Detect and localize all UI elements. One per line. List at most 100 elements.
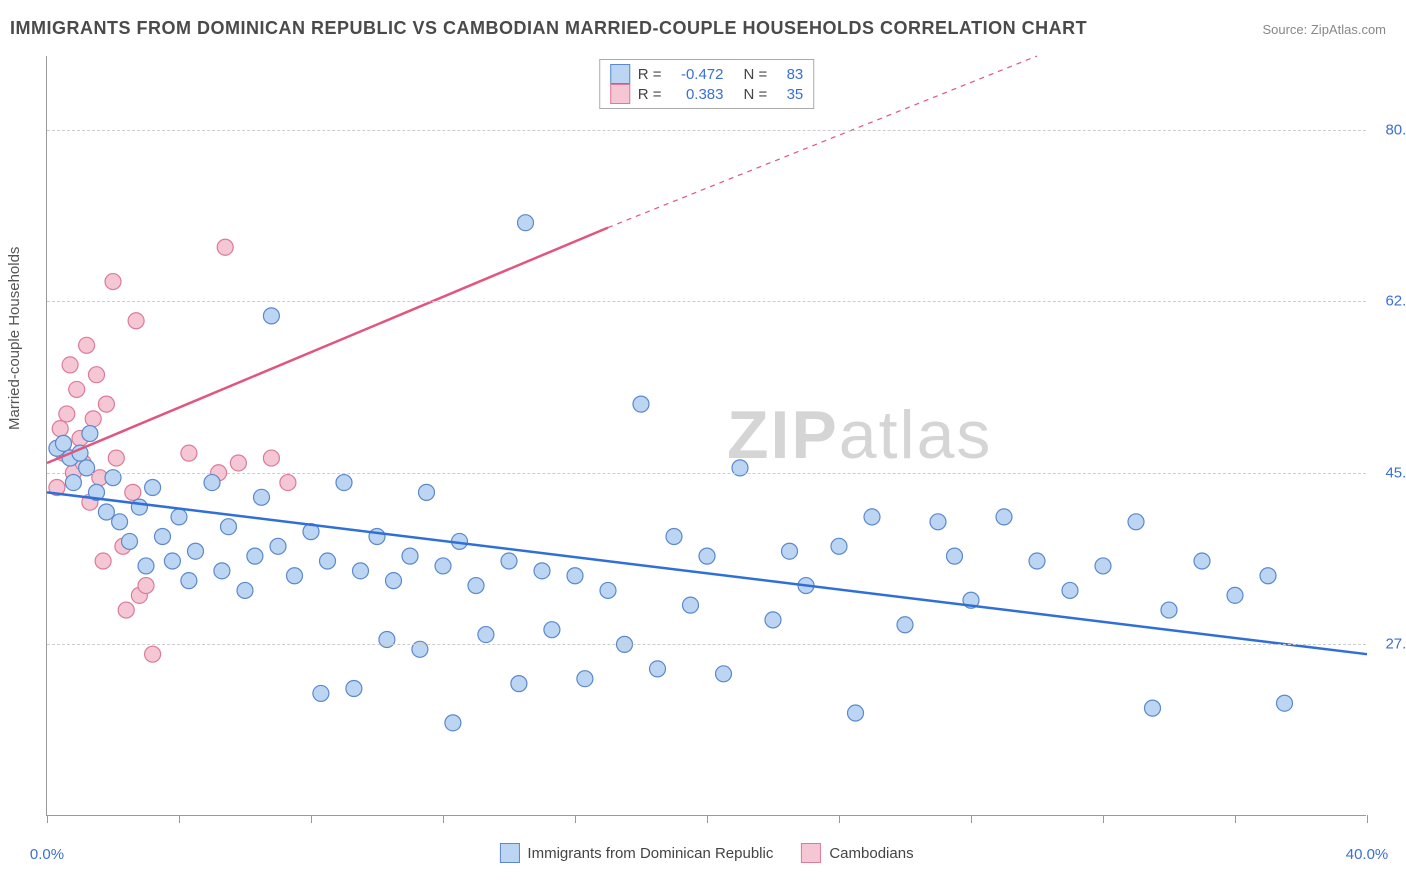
scatter-point — [336, 475, 352, 491]
scatter-point — [511, 676, 527, 692]
scatter-point — [683, 597, 699, 613]
scatter-point — [1260, 568, 1276, 584]
scatter-point — [171, 509, 187, 525]
legend-series: Immigrants from Dominican Republic Cambod… — [499, 843, 913, 863]
scatter-point — [831, 538, 847, 554]
trend-line-b — [47, 228, 608, 463]
x-tick — [47, 815, 48, 823]
x-tick — [707, 815, 708, 823]
legend-swatch — [610, 64, 630, 84]
chart-title: IMMIGRANTS FROM DOMINICAN REPUBLIC VS CA… — [10, 18, 1087, 39]
scatter-point — [313, 685, 329, 701]
scatter-point — [1062, 582, 1078, 598]
trend-line-a — [47, 492, 1367, 654]
scatter-point — [445, 715, 461, 731]
scatter-point — [118, 602, 134, 618]
scatter-point — [138, 578, 154, 594]
scatter-point — [145, 646, 161, 662]
scatter-point — [782, 543, 798, 559]
y-tick-label: 27.5% — [1385, 636, 1406, 653]
scatter-point — [600, 582, 616, 598]
x-tick — [839, 815, 840, 823]
x-tick — [575, 815, 576, 823]
scatter-point — [138, 558, 154, 574]
x-tick — [179, 815, 180, 823]
scatter-point — [1128, 514, 1144, 530]
scatter-point — [353, 563, 369, 579]
x-tick — [971, 815, 972, 823]
scatter-point — [386, 573, 402, 589]
legend-N-value: 35 — [775, 86, 803, 103]
scatter-point — [1227, 587, 1243, 603]
scatter-point — [848, 705, 864, 721]
source-label: Source: ZipAtlas.com — [1262, 22, 1386, 37]
scatter-point — [518, 215, 534, 231]
scatter-point — [1095, 558, 1111, 574]
scatter-point — [930, 514, 946, 530]
scatter-point — [864, 509, 880, 525]
gridline-h — [47, 301, 1366, 302]
plot-svg — [47, 56, 1366, 815]
scatter-point — [95, 553, 111, 569]
plot-area: ZIPatlas R =-0.472N =83R =0.383N =35 Imm… — [46, 56, 1366, 816]
scatter-point — [230, 455, 246, 471]
scatter-point — [280, 475, 296, 491]
legend-series-label: Immigrants from Dominican Republic — [527, 845, 773, 862]
scatter-point — [1277, 695, 1293, 711]
scatter-point — [716, 666, 732, 682]
y-tick-label: 80.0% — [1385, 121, 1406, 138]
scatter-point — [69, 381, 85, 397]
y-tick-label: 62.5% — [1385, 293, 1406, 310]
scatter-point — [145, 479, 161, 495]
scatter-point — [1194, 553, 1210, 569]
scatter-point — [131, 499, 147, 515]
legend-swatch — [801, 843, 821, 863]
scatter-point — [577, 671, 593, 687]
legend-N-label: N = — [744, 66, 768, 83]
scatter-point — [468, 578, 484, 594]
x-tick — [1235, 815, 1236, 823]
scatter-point — [181, 573, 197, 589]
scatter-point — [699, 548, 715, 564]
scatter-point — [188, 543, 204, 559]
scatter-point — [544, 622, 560, 638]
scatter-point — [650, 661, 666, 677]
scatter-point — [1145, 700, 1161, 716]
scatter-point — [56, 435, 72, 451]
legend-stats: R =-0.472N =83R =0.383N =35 — [599, 59, 815, 109]
y-tick-label: 45.0% — [1385, 464, 1406, 481]
legend-R-value: -0.472 — [670, 66, 724, 83]
legend-swatch — [610, 84, 630, 104]
scatter-point — [98, 504, 114, 520]
legend-stats-row: R =-0.472N =83 — [610, 64, 804, 84]
scatter-point — [435, 558, 451, 574]
scatter-point — [765, 612, 781, 628]
x-tick — [311, 815, 312, 823]
scatter-point — [254, 489, 270, 505]
scatter-point — [79, 337, 95, 353]
scatter-point — [164, 553, 180, 569]
legend-series-item: Cambodians — [801, 843, 913, 863]
scatter-point — [122, 533, 138, 549]
scatter-point — [534, 563, 550, 579]
scatter-point — [419, 484, 435, 500]
scatter-point — [1029, 553, 1045, 569]
scatter-point — [666, 529, 682, 545]
scatter-point — [217, 239, 233, 255]
legend-swatch — [499, 843, 519, 863]
scatter-point — [287, 568, 303, 584]
scatter-point — [947, 548, 963, 564]
legend-R-value: 0.383 — [670, 86, 724, 103]
scatter-point — [112, 514, 128, 530]
scatter-point — [263, 308, 279, 324]
scatter-point — [204, 475, 220, 491]
legend-N-value: 83 — [775, 66, 803, 83]
scatter-point — [85, 411, 101, 427]
x-tick-label: 0.0% — [30, 846, 64, 863]
scatter-point — [996, 509, 1012, 525]
scatter-point — [478, 627, 494, 643]
y-axis-label: Married-couple Households — [6, 247, 23, 430]
scatter-point — [59, 406, 75, 422]
scatter-point — [320, 553, 336, 569]
legend-stats-row: R =0.383N =35 — [610, 84, 804, 104]
